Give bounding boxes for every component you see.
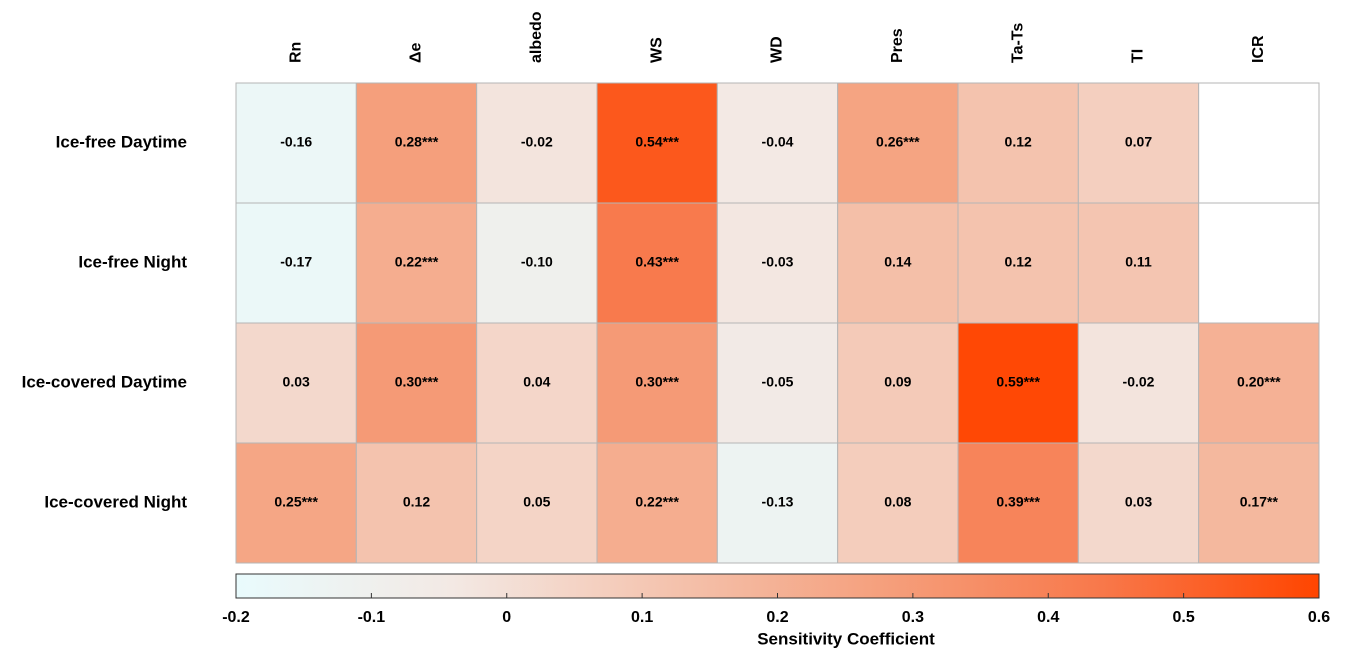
cell-label: 0.59*** [996, 374, 1040, 390]
cell-label: -0.03 [762, 254, 794, 270]
cell [1077, 82, 1200, 204]
cell-label: -0.13 [762, 494, 794, 510]
column-label: WD [769, 36, 786, 63]
cell [837, 202, 959, 324]
cell [476, 82, 598, 204]
column-label: WS [648, 37, 665, 63]
cell-label: 0.03 [283, 374, 310, 390]
cell-label: -0.17 [280, 254, 312, 270]
cell [957, 202, 1079, 324]
colorbar-tick-label: -0.1 [358, 609, 386, 626]
cell [596, 202, 718, 324]
cell [837, 442, 959, 564]
cell-label: 0.54*** [635, 134, 679, 150]
row-label: Ice-free Daytime [56, 132, 187, 151]
cell-label: 0.12 [1005, 134, 1032, 150]
empty-cell [1198, 82, 1320, 204]
cell [355, 322, 478, 444]
cell [837, 82, 959, 204]
cell [355, 82, 478, 204]
cell-label: 0.14 [884, 254, 911, 270]
column-label: Ta-Ts [1009, 23, 1026, 63]
cell [1198, 442, 1320, 564]
cell [716, 202, 839, 324]
column-label: Rn [287, 42, 304, 63]
cell [476, 322, 598, 444]
cell [235, 82, 357, 204]
cell-label: 0.11 [1125, 254, 1152, 270]
cell-label: 0.39*** [996, 494, 1040, 510]
cell-label: 0.22*** [635, 494, 679, 510]
cell-label: 0.43*** [635, 254, 679, 270]
cell [1198, 322, 1320, 444]
colorbar-tick-label: 0.5 [1173, 609, 1195, 626]
row-label: Ice-covered Night [44, 492, 187, 511]
column-label: Δe [408, 43, 425, 64]
cell-label: 0.09 [884, 374, 911, 390]
cell-label: -0.04 [762, 134, 794, 150]
cell [716, 322, 839, 444]
cell-label: 0.05 [523, 494, 550, 510]
cell-label: 0.04 [523, 374, 550, 390]
column-label: albedo [528, 11, 545, 63]
cell [716, 82, 839, 204]
cell-label: 0.12 [403, 494, 430, 510]
colorbar-tick-label: -0.2 [222, 609, 250, 626]
row-label: Ice-free Night [78, 252, 187, 271]
cell [355, 202, 478, 324]
cell-label: -0.16 [280, 134, 312, 150]
colorbar-label: Sensitivity Coefficient [757, 629, 935, 648]
cell-label: 0.25*** [274, 494, 318, 510]
cell-label: 0.12 [1005, 254, 1032, 270]
cell-label: 0.03 [1125, 494, 1152, 510]
cell [596, 442, 718, 564]
cell-label: 0.26*** [876, 134, 920, 150]
cell-label: 0.30*** [635, 374, 679, 390]
cell [235, 322, 357, 444]
column-label: TI [1130, 49, 1147, 63]
colorbar-tick-label: 0.3 [902, 609, 924, 626]
colorbar-tick-label: 0.4 [1037, 609, 1059, 626]
cell [355, 442, 478, 564]
cell-label: -0.05 [762, 374, 794, 390]
cell-label: -0.02 [1123, 374, 1155, 390]
cell [837, 322, 959, 444]
row-label: Ice-covered Daytime [22, 372, 187, 391]
cell-label: 0.17** [1240, 494, 1279, 510]
cell-label: 0.08 [884, 494, 911, 510]
colorbar-tick-label: 0 [502, 609, 511, 626]
cell-label: 0.20*** [1237, 374, 1281, 390]
cell-label: 0.28*** [395, 134, 439, 150]
column-label: ICR [1250, 35, 1267, 63]
cell [1077, 202, 1200, 324]
column-label: Pres [889, 28, 906, 63]
cell [596, 82, 718, 204]
colorbar-tick-label: 0.1 [631, 609, 653, 626]
cell-label: 0.30*** [395, 374, 439, 390]
empty-cell [1198, 202, 1320, 324]
cell-label: -0.02 [521, 134, 553, 150]
cell [476, 442, 598, 564]
colorbar-tick-label: 0.2 [766, 609, 788, 626]
colorbar-tick-label: 0.6 [1308, 609, 1330, 626]
cell-label: 0.22*** [395, 254, 439, 270]
cell [957, 322, 1079, 444]
cell-label: 0.07 [1125, 134, 1152, 150]
cell [596, 322, 718, 444]
cell-label: -0.10 [521, 254, 553, 270]
